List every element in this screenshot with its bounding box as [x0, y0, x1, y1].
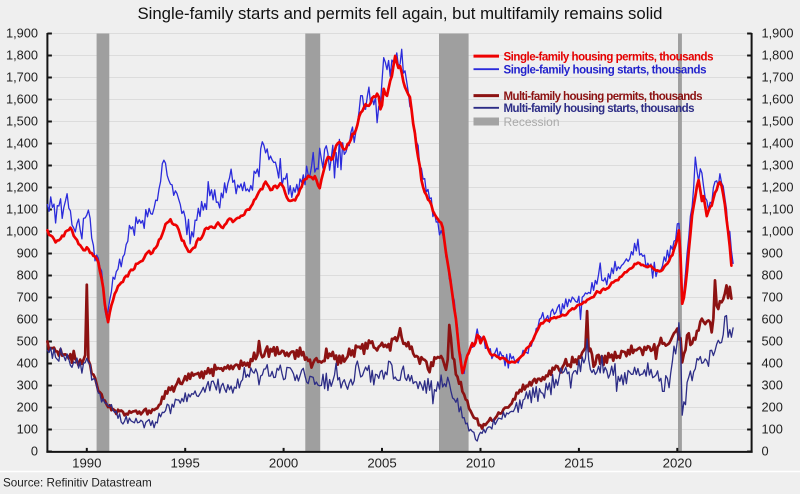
- svg-text:Source: Refinitiv Datastream: Source: Refinitiv Datastream: [3, 477, 152, 490]
- svg-text:700: 700: [762, 290, 783, 305]
- svg-text:1,400: 1,400: [762, 136, 794, 151]
- svg-text:2015: 2015: [564, 456, 593, 471]
- svg-text:Multi-family housing starts, t: Multi-family housing starts, thousands: [504, 103, 695, 115]
- svg-text:1,800: 1,800: [6, 48, 38, 63]
- svg-text:1,100: 1,100: [6, 202, 38, 217]
- svg-text:1,800: 1,800: [762, 48, 794, 63]
- svg-text:Multi-family housing permits,: Multi-family housing permits, thousands: [504, 91, 703, 103]
- svg-text:1,500: 1,500: [762, 114, 794, 129]
- svg-text:600: 600: [17, 312, 38, 327]
- svg-text:100: 100: [762, 422, 783, 437]
- svg-text:0: 0: [31, 444, 38, 459]
- svg-text:800: 800: [17, 268, 38, 283]
- svg-text:300: 300: [17, 378, 38, 393]
- svg-text:900: 900: [17, 246, 38, 261]
- svg-text:400: 400: [17, 356, 38, 371]
- svg-text:1,300: 1,300: [762, 158, 794, 173]
- svg-text:300: 300: [762, 378, 783, 393]
- svg-text:1,100: 1,100: [762, 202, 794, 217]
- svg-text:1995: 1995: [171, 456, 200, 471]
- svg-text:900: 900: [762, 246, 783, 261]
- svg-text:1,400: 1,400: [6, 136, 38, 151]
- svg-text:1,600: 1,600: [762, 92, 794, 107]
- svg-text:1,000: 1,000: [762, 224, 794, 239]
- svg-text:Single-family starts and permi: Single-family starts and permits fell ag…: [137, 4, 662, 23]
- svg-text:1,600: 1,600: [6, 92, 38, 107]
- svg-text:1,500: 1,500: [6, 114, 38, 129]
- svg-text:Single-family housing permits,: Single-family housing permits, thousands: [504, 51, 714, 63]
- svg-text:1,300: 1,300: [6, 158, 38, 173]
- svg-text:200: 200: [762, 400, 783, 415]
- svg-text:2010: 2010: [466, 456, 495, 471]
- svg-text:700: 700: [17, 290, 38, 305]
- svg-text:200: 200: [17, 400, 38, 415]
- svg-text:800: 800: [762, 268, 783, 283]
- svg-text:2005: 2005: [367, 456, 396, 471]
- svg-text:500: 500: [17, 334, 38, 349]
- svg-text:Single-family housing starts,: Single-family housing starts, thousands: [504, 64, 707, 76]
- svg-text:1990: 1990: [72, 456, 101, 471]
- svg-text:1,900: 1,900: [762, 26, 794, 41]
- svg-text:1,700: 1,700: [762, 70, 794, 85]
- svg-text:1,900: 1,900: [6, 26, 38, 41]
- svg-text:1,200: 1,200: [762, 180, 794, 195]
- svg-text:500: 500: [762, 334, 783, 349]
- svg-text:400: 400: [762, 356, 783, 371]
- svg-text:1,700: 1,700: [6, 70, 38, 85]
- svg-text:2000: 2000: [269, 456, 298, 471]
- svg-text:Recession: Recession: [504, 115, 560, 129]
- svg-text:1,000: 1,000: [6, 224, 38, 239]
- svg-text:100: 100: [17, 422, 38, 437]
- svg-text:600: 600: [762, 312, 783, 327]
- svg-text:2020: 2020: [663, 456, 692, 471]
- svg-text:0: 0: [762, 444, 769, 459]
- svg-text:1,200: 1,200: [6, 180, 38, 195]
